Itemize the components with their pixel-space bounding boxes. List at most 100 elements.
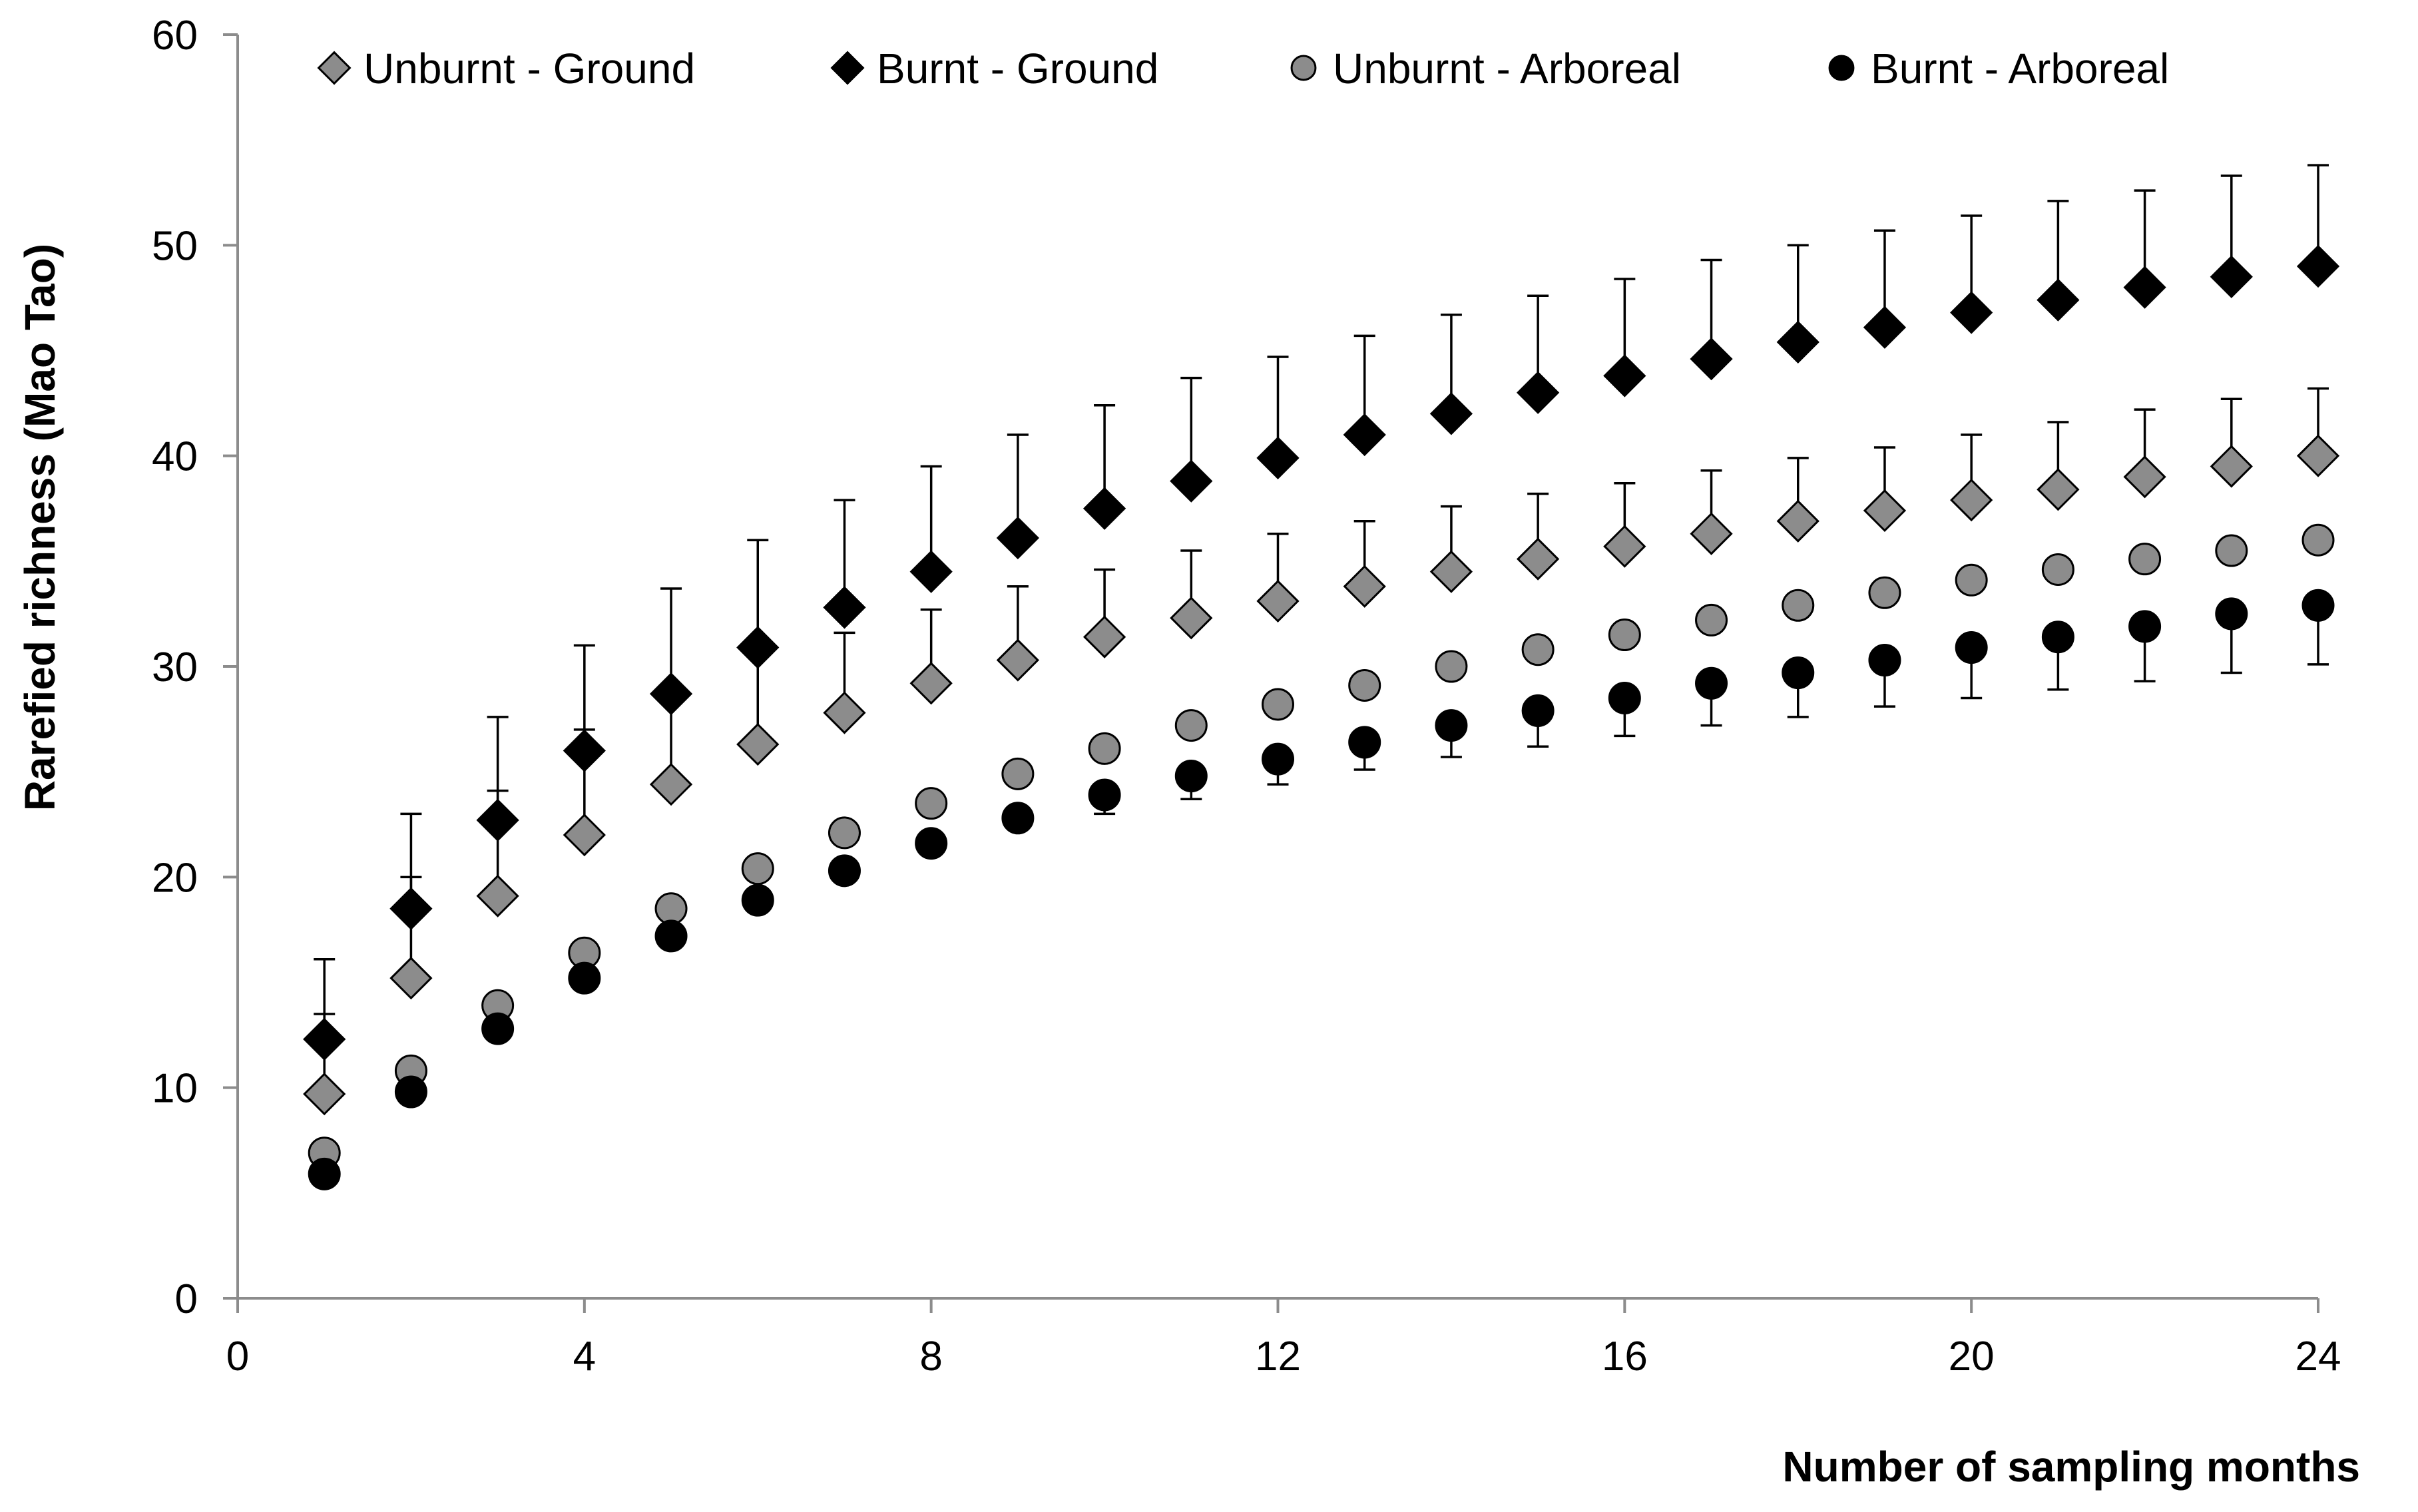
y-tick-label: 10 [152,1066,198,1112]
burnt-ground-point [823,586,866,629]
burnt-arboreal-point [1782,656,1815,689]
unburnt-arboreal-point [1174,709,1208,742]
unburnt-ground-point [1256,579,1300,623]
legend: Unburnt - Ground Burnt - Ground Unburnt - … [317,45,2169,93]
x-tick-label: 20 [1949,1334,1995,1380]
y-tick-label: 20 [152,855,198,901]
burnt-arboreal-point [1262,742,1294,776]
burnt-arboreal-point [394,1075,427,1109]
burnt-ground-point [649,672,693,716]
burnt-ground-point [1863,306,1907,349]
burnt-ground-point [476,798,519,842]
unburnt-ground-point [1776,499,1819,543]
burnt-arboreal-point [915,827,948,860]
legend-marker [1290,55,1317,81]
x-tick-label: 16 [1602,1334,1648,1380]
burnt-ground-point [736,626,780,669]
burnt-ground-point [909,550,953,593]
burnt-arboreal-point [1088,778,1121,812]
unburnt-arboreal-point [1782,589,1815,622]
unburnt-ground-point [996,638,1039,682]
burnt-arboreal-point [1608,681,1641,714]
burnt-ground-point [996,516,1039,560]
unburnt-ground-point [909,662,953,705]
unburnt-ground-point [563,813,606,857]
unburnt-arboreal-point [1088,732,1121,765]
burnt-arboreal-point [2215,597,2248,630]
burnt-arboreal-point [741,883,774,917]
unburnt-ground-point [736,722,780,766]
unburnt-ground-point [1517,537,1560,581]
unburnt-arboreal-point [2215,534,2248,567]
burnt-ground-point [1256,436,1300,479]
unburnt-ground-point [1863,489,1907,533]
burnt-arboreal-point [1868,644,1901,677]
unburnt-ground-point [1343,565,1386,608]
burnt-arboreal-point [1955,631,1988,664]
y-axis-title: Rarefied richness (Mao Tao) [16,244,64,811]
unburnt-arboreal-point [654,892,688,925]
data-points [303,244,2340,1190]
unburnt-arboreal-point [1608,619,1641,652]
burnt-arboreal-point [1521,694,1555,727]
unburnt-ground-point [1690,512,1733,555]
unburnt-arboreal-point [1001,757,1035,790]
x-tick-label: 24 [2296,1334,2341,1380]
burnt-arboreal-point [2041,621,2074,654]
burnt-arboreal-point [1435,709,1468,742]
burnt-arboreal-point [1174,759,1208,792]
y-tick-label: 0 [175,1276,198,1322]
legend-label: Unburnt - Ground [363,45,695,93]
x-tick-label: 0 [226,1334,249,1380]
unburnt-ground-point [1170,597,1213,640]
burnt-ground-point [2296,244,2340,288]
burnt-arboreal-point [481,1012,515,1045]
unburnt-arboreal-point [828,816,861,850]
x-tick-label: 12 [1255,1334,1301,1380]
burnt-ground-point [563,729,606,772]
unburnt-arboreal-point [2041,553,2074,586]
burnt-arboreal-point [1001,802,1035,835]
axes: 0 10 20 30 40 50 60 0 4 8 12 16 20 24 [152,13,2341,1380]
legend-label: Unburnt - Arboreal [1333,45,1681,93]
unburnt-arboreal-point [915,787,948,820]
unburnt-ground-point [2123,455,2166,499]
unburnt-ground-point [476,874,519,917]
burnt-ground-point [1776,320,1819,364]
unburnt-ground-point [303,1073,346,1116]
burnt-arboreal-point [654,919,688,953]
burnt-arboreal-point [1348,726,1381,759]
unburnt-arboreal-point [2128,543,2162,576]
legend-marker [830,51,865,85]
burnt-ground-point [303,1017,346,1061]
unburnt-ground-point [2296,434,2340,477]
legend-marker [317,51,352,85]
unburnt-ground-point [389,957,433,1000]
y-tick-label: 60 [152,13,198,59]
legend-label: Burnt - Ground [877,45,1158,93]
burnt-ground-point [1603,354,1646,397]
unburnt-arboreal-point [1868,576,1901,609]
unburnt-ground-point [823,691,866,734]
burnt-arboreal-point [1695,666,1728,700]
burnt-ground-point [2037,278,2080,322]
unburnt-ground-point [1950,478,1993,522]
burnt-ground-point [2210,255,2253,298]
unburnt-ground-point [1083,615,1126,658]
unburnt-arboreal-point [741,852,774,885]
unburnt-ground-point [1603,525,1646,568]
x-axis-title: Number of sampling months [1782,1443,2360,1491]
legend-marker [1828,55,1855,81]
unburnt-arboreal-point [1695,603,1728,636]
unburnt-arboreal-point [1348,668,1381,702]
unburnt-arboreal-point [2301,523,2335,557]
burnt-ground-point [1950,291,1993,334]
burnt-arboreal-point [2128,610,2162,643]
x-tick-label: 8 [919,1334,942,1380]
y-tick-label: 40 [152,434,198,480]
unburnt-ground-point [1429,550,1473,593]
burnt-ground-point [1083,487,1126,530]
burnt-ground-point [1343,413,1386,457]
legend-label: Burnt - Arboreal [1871,45,2169,93]
